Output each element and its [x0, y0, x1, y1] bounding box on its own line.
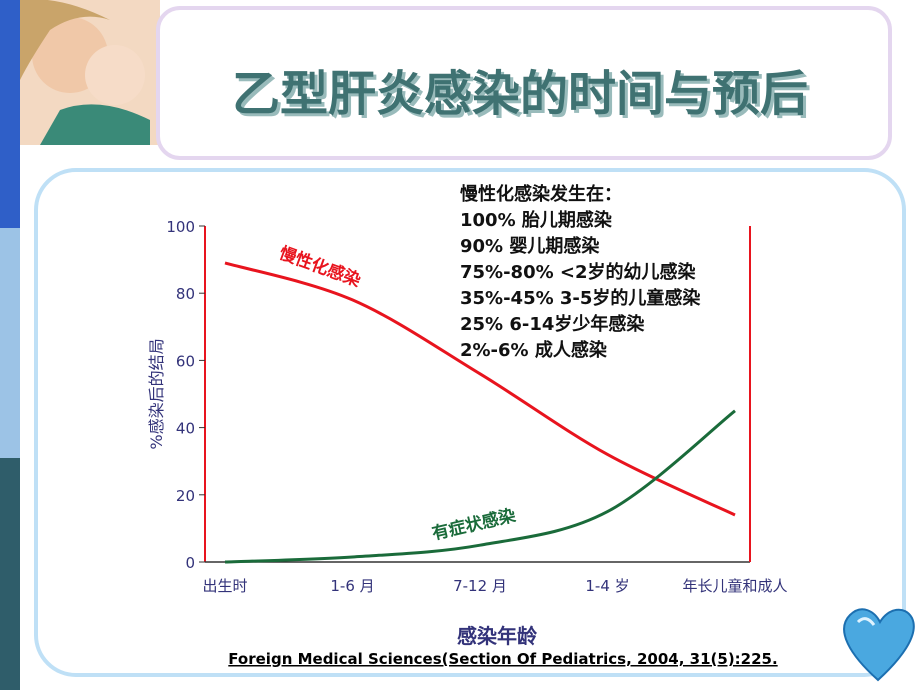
annotation: 35%-45% 3-5岁的儿童感染 — [460, 287, 701, 309]
x-tick-label: 7-12 月 — [453, 577, 507, 595]
series-line — [224, 261, 736, 517]
annotation: 25% 6-14岁少年感染 — [460, 313, 645, 335]
y-axis-label: %感染后的结局 — [147, 338, 166, 449]
source: Foreign Medical Sciences(Section Of Pedi… — [228, 650, 777, 668]
x-tick-label: 年长儿童和成人 — [682, 577, 787, 595]
title-box — [156, 6, 892, 160]
annotation: 慢性化感染发生在： — [460, 183, 622, 205]
side-stripe — [0, 0, 20, 228]
side-stripe — [0, 458, 20, 690]
x-tick-label: 出生时 — [202, 577, 247, 595]
side-stripe — [0, 228, 20, 458]
series-line — [224, 409, 736, 564]
y-tick-label: 20 — [176, 487, 195, 505]
annotation: 75%-80% <2岁的幼儿感染 — [460, 261, 697, 283]
annotation: 2%-6% 成人感染 — [460, 339, 608, 361]
x-tick-label: 1-4 岁 — [585, 577, 629, 595]
y-tick-label: 100 — [166, 218, 195, 236]
y-tick-label: 60 — [176, 352, 195, 370]
y-tick-label: 40 — [176, 420, 195, 438]
x-tick-label: 1-6 月 — [330, 577, 374, 595]
title: 乙型肝炎感染的时间与预后 — [232, 66, 808, 122]
annotation: 90% 婴儿期感染 — [460, 235, 600, 257]
chart-box — [34, 168, 906, 677]
title-shadow: 乙型肝炎感染的时间与预后 — [235, 69, 811, 125]
photo — [20, 0, 160, 145]
x-axis-label: 感染年龄 — [457, 624, 538, 648]
y-tick-label: 0 — [185, 554, 195, 572]
annotation: 100% 胎儿期感染 — [460, 209, 613, 231]
heart-icon — [843, 608, 915, 682]
y-tick-label: 80 — [176, 285, 195, 303]
